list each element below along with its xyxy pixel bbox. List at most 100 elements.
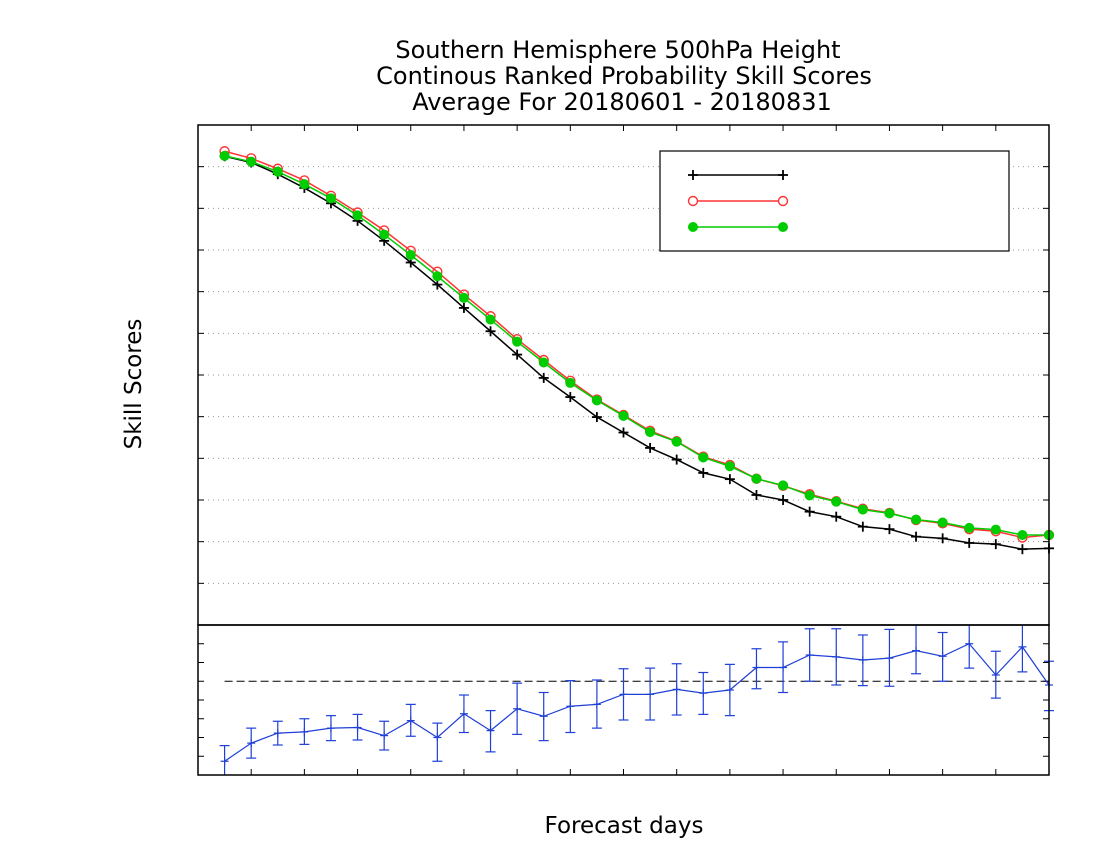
data-point-filled-circle — [884, 508, 895, 519]
legend-marker — [687, 195, 699, 207]
difference-point — [752, 663, 761, 672]
difference-point — [273, 729, 282, 738]
data-point-plus — [724, 474, 735, 485]
data-point-filled-circle — [512, 336, 523, 347]
title-line-2: Continous Ranked Probability Skill Score… — [376, 62, 872, 90]
data-point-plus — [591, 412, 602, 423]
data-point-filled-circle — [299, 179, 310, 190]
data-point-filled-circle — [405, 250, 416, 260]
data-point-filled-circle — [379, 229, 390, 240]
legend-marker — [778, 222, 788, 232]
data-point-plus — [618, 427, 629, 438]
data-point-plus — [698, 467, 709, 478]
difference-point — [459, 709, 468, 718]
difference-point — [247, 739, 256, 748]
data-point-plus — [458, 302, 469, 313]
data-point-filled-circle — [937, 517, 948, 528]
difference-point — [539, 712, 548, 721]
difference-point — [486, 726, 495, 735]
difference-point — [779, 663, 788, 672]
difference-point — [912, 646, 921, 655]
skill-score-panel — [197, 124, 1055, 626]
data-point-filled-circle — [831, 496, 842, 507]
data-point-filled-circle — [485, 314, 496, 325]
difference-point — [1018, 642, 1027, 651]
data-point-plus — [565, 392, 576, 403]
data-point-filled-circle — [778, 480, 789, 491]
title-line-1: Southern Hemisphere 500hPa Height — [395, 36, 840, 64]
difference-point — [433, 733, 442, 742]
data-point-plus — [778, 495, 789, 505]
difference-line — [224, 643, 1050, 762]
data-point-filled-circle — [645, 427, 656, 438]
difference-point — [513, 704, 522, 713]
data-point-plus — [937, 533, 948, 544]
data-point-filled-circle — [751, 473, 762, 484]
difference-point — [965, 639, 974, 648]
lower-plot-frame — [197, 624, 1050, 776]
difference-point — [380, 731, 389, 740]
data-point-plus — [831, 511, 842, 522]
difference-point — [832, 652, 841, 661]
data-point-filled-circle — [618, 410, 629, 421]
data-point-filled-circle — [671, 436, 682, 447]
data-point-plus — [911, 531, 922, 542]
data-point-plus — [485, 326, 496, 337]
data-point-filled-circle — [458, 292, 469, 303]
data-point-filled-circle — [565, 377, 576, 388]
difference-point — [858, 656, 867, 664]
data-point-plus — [964, 537, 975, 548]
difference-point — [991, 671, 1000, 679]
difference-point — [220, 757, 229, 766]
data-point-filled-circle — [272, 166, 283, 177]
data-point-filled-circle — [804, 490, 815, 501]
difference-point — [592, 700, 601, 709]
data-point-plus — [751, 490, 762, 500]
error-bar — [432, 722, 443, 762]
data-point-plus — [1017, 544, 1028, 555]
difference-point — [619, 690, 628, 699]
data-point-filled-circle — [432, 271, 443, 282]
data-point-filled-circle — [964, 522, 975, 533]
difference-point — [566, 702, 575, 711]
data-point-filled-circle — [990, 524, 1001, 535]
series-line-0 — [224, 155, 1050, 550]
difference-point — [672, 685, 681, 694]
difference-point — [725, 686, 734, 694]
difference-point — [885, 654, 894, 663]
data-point-plus — [671, 454, 682, 465]
title-line-3: Average For 20180601 - 20180831 — [412, 88, 832, 116]
difference-point — [646, 690, 655, 699]
data-point-filled-circle — [219, 150, 230, 161]
data-point-filled-circle — [698, 452, 709, 463]
x-axis-title: Forecast days — [545, 813, 704, 839]
difference-point — [300, 727, 309, 736]
data-point-plus — [857, 521, 868, 532]
data-point-filled-circle — [911, 514, 922, 525]
difference-point — [326, 724, 335, 733]
data-point-filled-circle — [246, 156, 257, 167]
chart-title: Southern Hemisphere 500hPa Height Contin… — [376, 36, 872, 116]
data-point-filled-circle — [325, 193, 336, 204]
legend-marker — [777, 195, 789, 207]
data-point-plus — [804, 506, 815, 517]
data-point-plus — [884, 524, 895, 535]
data-point-filled-circle — [591, 395, 602, 406]
data-point-filled-circle — [538, 357, 549, 368]
difference-point — [406, 716, 415, 725]
difference-point — [938, 652, 947, 661]
data-point-plus — [645, 442, 656, 453]
data-point-filled-circle — [724, 461, 735, 472]
difference-point — [353, 723, 362, 732]
data-point-plus — [512, 349, 523, 360]
difference-point — [805, 651, 814, 659]
data-point-plus — [990, 539, 1001, 550]
y-axis-title: Skill Scores — [121, 319, 147, 450]
difference-point — [699, 689, 708, 698]
difference-panel — [197, 624, 1054, 776]
data-point-filled-circle — [1017, 530, 1028, 540]
legend — [659, 150, 1010, 252]
data-point-plus — [538, 372, 549, 383]
data-point-filled-circle — [352, 210, 363, 221]
